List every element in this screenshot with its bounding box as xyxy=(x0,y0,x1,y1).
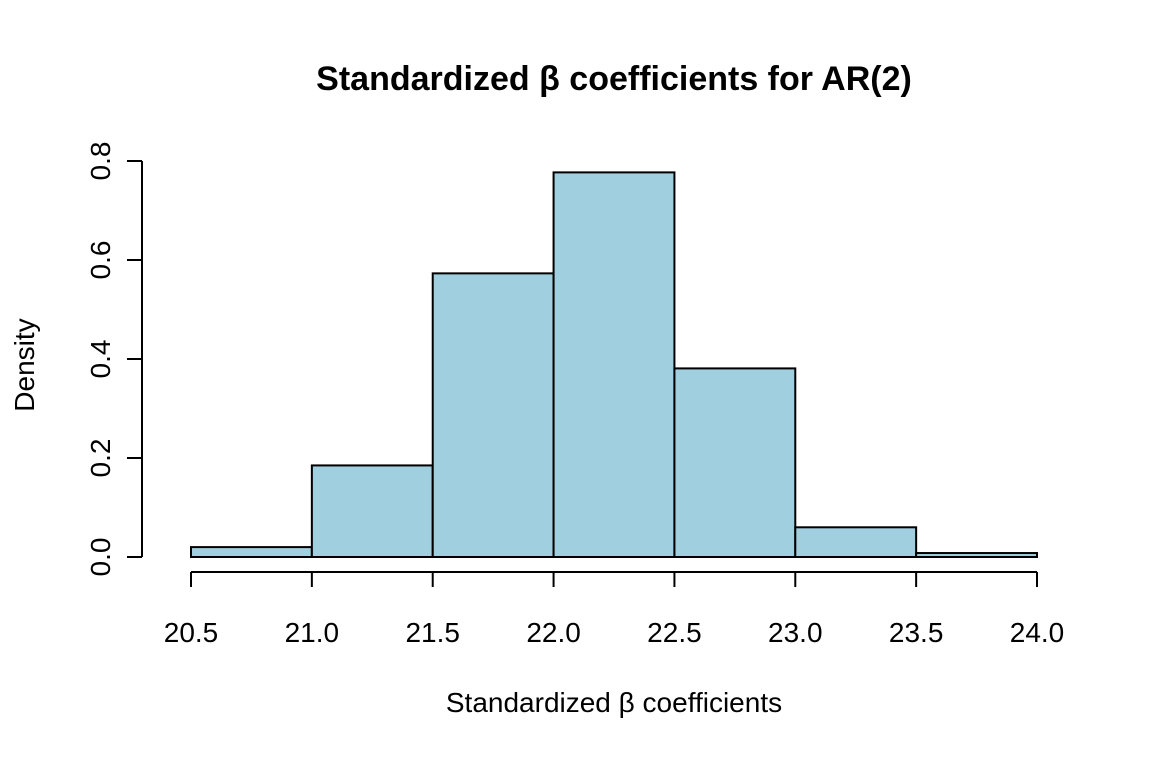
y-axis-label: Density xyxy=(9,318,40,411)
histogram-bar-4 xyxy=(673,367,797,558)
histogram-bar-2 xyxy=(431,272,555,558)
x-tick-label-0: 20.5 xyxy=(164,617,219,648)
x-tick-label-5: 23.0 xyxy=(768,617,823,648)
x-axis: 20.5 21.0 21.5 22.0 22.5 23.0 23.5 24.0 xyxy=(164,571,1065,648)
histogram-bar-6 xyxy=(915,552,1039,558)
y-tick-label-4: 0.8 xyxy=(85,142,116,181)
histogram-bar-5 xyxy=(794,526,918,558)
x-tick-label-7: 24.0 xyxy=(1010,617,1065,648)
x-tick-label-1: 21.0 xyxy=(285,617,340,648)
x-tick-label-4: 22.5 xyxy=(647,617,702,648)
chart-title: Standardized β coefficients for AR(2) xyxy=(316,60,912,98)
y-tick-label-0: 0.0 xyxy=(85,538,116,577)
y-tick-label-2: 0.4 xyxy=(85,340,116,379)
histogram-bar-3 xyxy=(552,171,676,558)
histogram-bar-1 xyxy=(310,464,434,558)
x-axis-label: Standardized β coefficients xyxy=(446,687,782,718)
y-tick-label-1: 0.2 xyxy=(85,439,116,478)
histogram-bar-0 xyxy=(190,546,313,558)
bars-group xyxy=(190,171,1039,558)
y-tick-label-3: 0.6 xyxy=(85,241,116,280)
x-tick-label-6: 23.5 xyxy=(889,617,944,648)
x-tick-label-3: 22.0 xyxy=(526,617,581,648)
x-tick-label-2: 21.5 xyxy=(405,617,460,648)
y-axis: 0.0 0.2 0.4 0.6 0.8 xyxy=(85,142,143,577)
